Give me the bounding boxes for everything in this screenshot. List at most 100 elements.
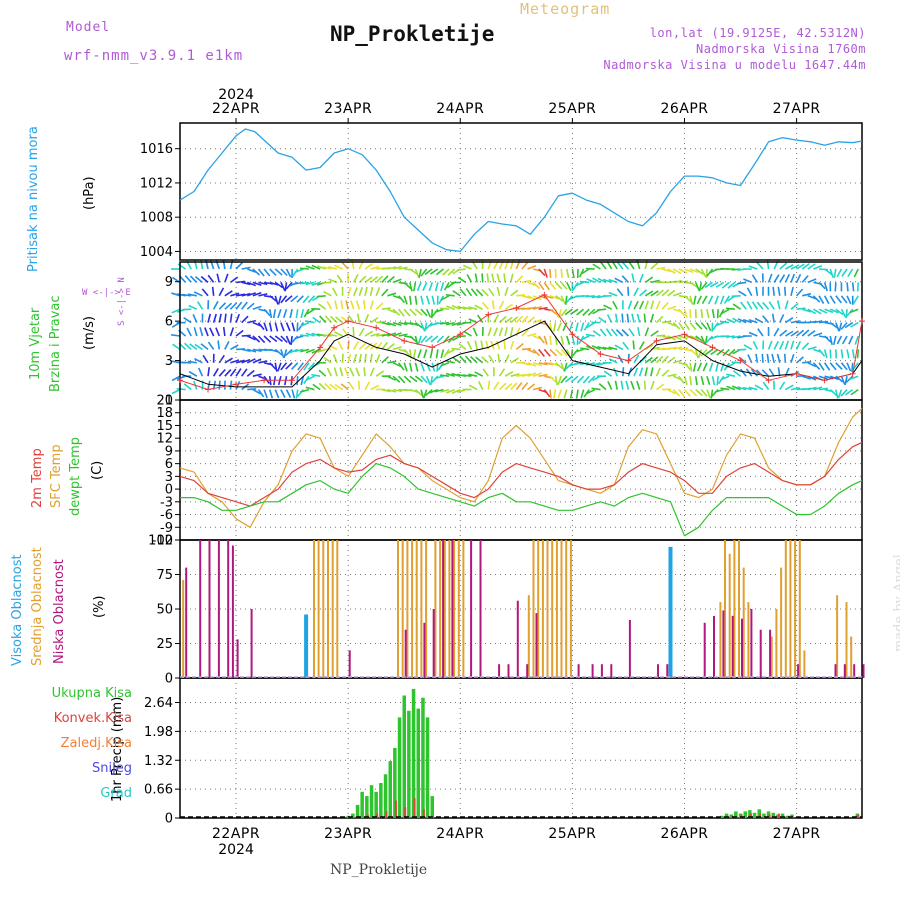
model-label: Model [66, 20, 111, 35]
cloud-bar [404, 629, 407, 678]
wind-barb [487, 327, 492, 337]
wind-barb [615, 329, 624, 337]
wind-barb [224, 368, 232, 377]
wind-barb [398, 321, 408, 326]
wind-barb [414, 362, 419, 372]
precip-bar [360, 791, 364, 819]
wind-barb [790, 286, 794, 296]
wind-barb [650, 290, 659, 297]
wind-barb [504, 286, 509, 297]
wind-barb [387, 360, 397, 364]
wind-barb [202, 354, 209, 364]
wind-barb [851, 349, 855, 359]
precip-bar [376, 813, 379, 818]
wind-barb [599, 328, 607, 337]
wind-barb [349, 367, 355, 377]
wind-barb [274, 389, 280, 399]
temp-y-tick-label: 6 [165, 457, 173, 472]
wind-barb [451, 304, 461, 310]
wind-barb [413, 282, 417, 292]
wind-barb [246, 268, 256, 273]
wind-barb [643, 380, 647, 390]
wind-barb [779, 329, 788, 337]
wind-barb [193, 291, 203, 297]
wind-barb [296, 376, 299, 386]
wind-barb [218, 368, 226, 377]
wind-barb [274, 348, 283, 356]
wind-barb [856, 282, 860, 292]
wind-barb [790, 387, 800, 391]
wind-barb [497, 353, 501, 363]
wind-barb [683, 389, 691, 397]
wind-barb [451, 321, 461, 327]
wind-barb [241, 334, 251, 337]
wind-barb [510, 289, 519, 297]
wind-barb [375, 275, 384, 283]
cloud-bar [769, 629, 772, 678]
wind-barb [424, 268, 433, 276]
wind-barb [851, 282, 855, 292]
cloud-bar [770, 636, 773, 678]
wind-barb [218, 313, 222, 323]
wind-barb [386, 343, 395, 351]
wind-barb [247, 348, 257, 353]
wind-barb [841, 335, 848, 345]
wind-gust-marker [859, 318, 865, 325]
wind-barb [710, 389, 714, 399]
cloud-bar [666, 664, 669, 678]
wind-barb [756, 261, 764, 270]
wind-barb [481, 273, 484, 283]
wind-barb [445, 305, 455, 310]
wind-barb [224, 302, 233, 310]
wind-barb [560, 268, 563, 279]
wind-barb [704, 348, 713, 356]
wind-barb [644, 367, 648, 377]
wind-barb [412, 349, 417, 359]
cloud-bar [551, 540, 554, 678]
wind-barb [725, 307, 736, 310]
wind-barb [850, 321, 859, 328]
wind-barb [468, 384, 478, 391]
wind-barb [667, 268, 676, 275]
wind-barb [355, 367, 361, 377]
wind-barb [305, 281, 315, 286]
wind-barb [445, 372, 455, 377]
wind-barb [312, 316, 321, 324]
wind-barb [667, 346, 677, 351]
wind-barb [468, 318, 478, 324]
wind-gust-marker [345, 318, 352, 325]
wind-barb [813, 308, 822, 315]
wind-barb [510, 357, 519, 364]
wind-gust-marker [373, 324, 380, 331]
wind-barb [280, 268, 288, 277]
wind-barb [667, 335, 677, 341]
wind-barb [182, 293, 192, 297]
wind-barb [844, 376, 848, 386]
wind-gust-marker [233, 381, 240, 388]
wind-barb [683, 322, 691, 331]
wind-barb [554, 376, 559, 386]
cloud-bar [535, 613, 538, 678]
wind-barb [840, 349, 844, 359]
wind-barb [636, 380, 641, 390]
wind-barb [510, 373, 520, 377]
wind-barb [719, 295, 725, 305]
cloud-bar [862, 664, 865, 678]
wind-barb [527, 348, 537, 354]
cloud-y-tick-label: 75 [156, 568, 173, 583]
wind-barb [727, 281, 736, 289]
wind-barb [585, 333, 595, 337]
wind-barb [586, 321, 596, 329]
wind-barb [570, 308, 579, 315]
wind-barb [475, 288, 484, 297]
wind-barb [218, 287, 225, 297]
wind-barb [387, 308, 397, 314]
wind-barb [552, 322, 557, 332]
wind-barb [621, 329, 630, 337]
wind-barb [189, 343, 198, 351]
temp-frame [179, 399, 863, 541]
wind-barb [440, 362, 450, 367]
wind-barb [751, 274, 759, 283]
wind-barb [807, 278, 817, 284]
wind-barb [392, 332, 402, 337]
